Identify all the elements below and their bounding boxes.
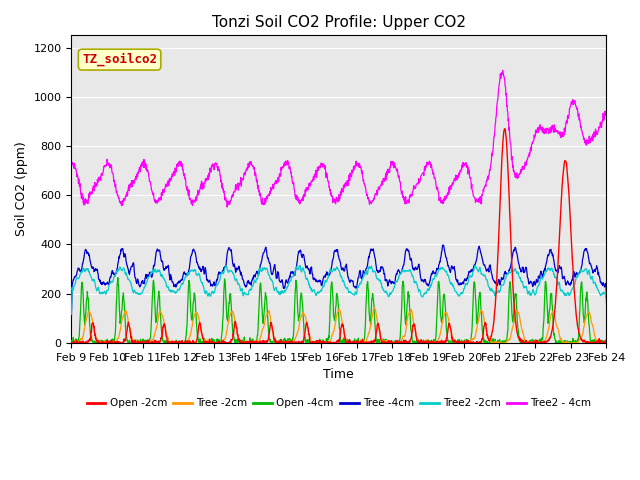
Title: Tonzi Soil CO2 Profile: Upper CO2: Tonzi Soil CO2 Profile: Upper CO2 — [212, 15, 466, 30]
Legend: Open -2cm, Tree -2cm, Open -4cm, Tree -4cm, Tree2 -2cm, Tree2 - 4cm: Open -2cm, Tree -2cm, Open -4cm, Tree -4… — [83, 394, 595, 412]
Text: TZ_soilco2: TZ_soilco2 — [82, 53, 157, 66]
X-axis label: Time: Time — [323, 368, 354, 381]
Y-axis label: Soil CO2 (ppm): Soil CO2 (ppm) — [15, 142, 28, 237]
